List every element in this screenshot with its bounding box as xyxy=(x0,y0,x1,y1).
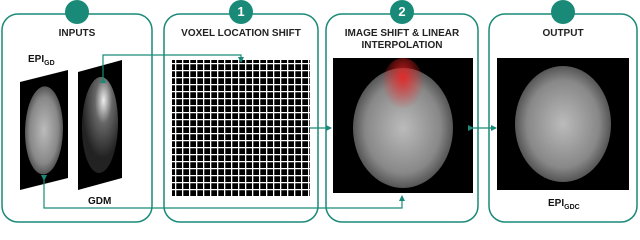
label-main: EPI xyxy=(28,54,45,65)
panel-title: OUTPUT xyxy=(542,28,584,39)
badge: 1 xyxy=(237,4,245,19)
badge: 2 xyxy=(398,4,406,19)
epi-label: EPIGD xyxy=(28,54,55,67)
badges xyxy=(65,0,575,24)
epi-label: EPIGDC xyxy=(548,198,580,211)
diagram: 1 2 INPUTS VOXEL LOCATION SHIFT IMAGE SH… xyxy=(1,0,638,223)
panel-title: INPUTS xyxy=(58,28,96,39)
label-main: EPI xyxy=(548,198,565,209)
voxel-grid xyxy=(172,60,310,196)
panel-title: VOXEL LOCATION SHIFT xyxy=(181,28,301,39)
label-main: GDM xyxy=(88,196,112,207)
diagram-canvas xyxy=(1,0,638,223)
panel-title: IMAGE SHIFT & LINEAR INTERPOLATION xyxy=(344,28,460,51)
arrows xyxy=(41,54,497,209)
label-sub: GDC xyxy=(564,204,580,211)
label-sub: GD xyxy=(44,60,55,67)
gdm-label: GDM xyxy=(88,196,111,207)
